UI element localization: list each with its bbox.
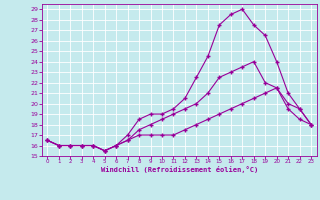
X-axis label: Windchill (Refroidissement éolien,°C): Windchill (Refroidissement éolien,°C) bbox=[100, 166, 258, 173]
